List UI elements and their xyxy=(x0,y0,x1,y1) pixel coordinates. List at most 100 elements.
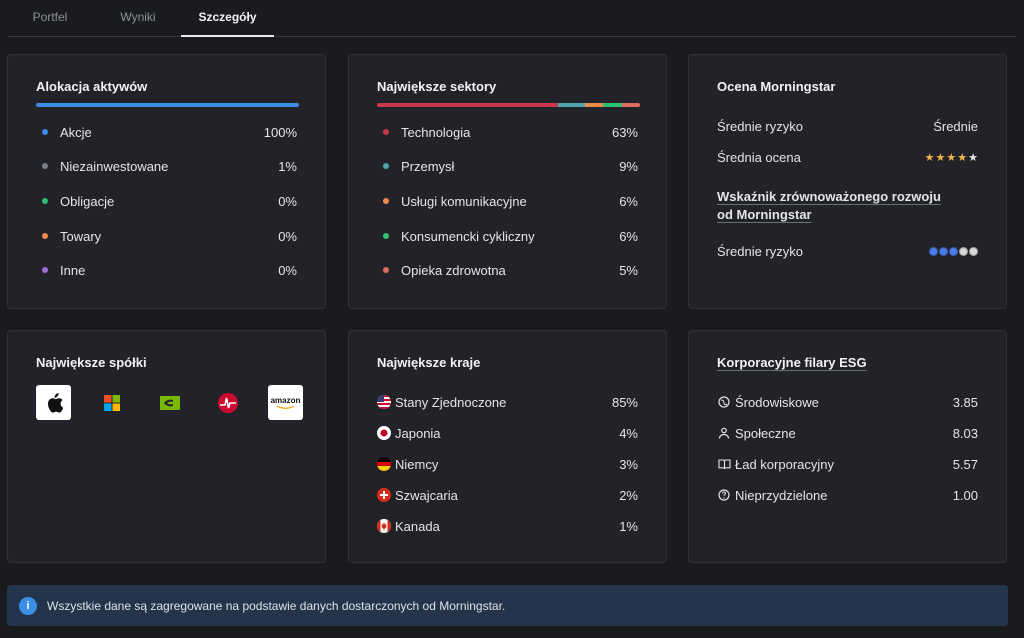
sustainability-label: Średnie ryzyko xyxy=(717,244,803,259)
allocation-row: Akcje 100% xyxy=(36,122,297,142)
banner-text: Wszystkie dane są zagregowane na podstaw… xyxy=(47,598,506,613)
flag-jp-icon xyxy=(377,426,391,440)
allocation-label: Inne xyxy=(60,262,86,278)
dot-icon xyxy=(42,233,48,239)
companies-card: Największe spółki amazon xyxy=(7,330,326,563)
dot-icon xyxy=(42,163,48,169)
allocation-card: Alokacja aktywów Akcje 100% Niezainwesto… xyxy=(7,54,326,309)
risk-value: Średnie xyxy=(933,119,978,134)
sector-label: Przemysł xyxy=(401,158,455,174)
sector-value: 6% xyxy=(619,193,638,209)
question-icon xyxy=(717,488,731,502)
star-empty-icon: ★ xyxy=(968,152,978,164)
sector-label: Konsumencki cykliczny xyxy=(401,228,535,244)
morningstar-title: Ocena Morningstar xyxy=(717,79,836,94)
sustainability-row: Średnie ryzyko xyxy=(717,244,978,259)
allocation-value: 100% xyxy=(263,124,297,140)
dot-icon xyxy=(383,267,389,273)
sector-value: 9% xyxy=(619,158,638,174)
countries-card: Największe kraje Stany Zjednoczone 85% J… xyxy=(348,330,667,563)
globe-empty-icon xyxy=(969,247,978,256)
star-filled-icon: ★ xyxy=(946,152,957,164)
esg-value: 5.57 xyxy=(952,456,978,472)
countries-title: Największe kraje xyxy=(377,355,481,370)
allocation-label: Obligacje xyxy=(60,193,115,209)
country-label: Stany Zjednoczone xyxy=(395,394,507,410)
esg-row: Ład korporacyjny 5.57 xyxy=(717,454,978,474)
dot-icon xyxy=(383,129,389,135)
country-value: 3% xyxy=(619,456,638,472)
apple-logo[interactable] xyxy=(36,385,71,420)
allocation-bar xyxy=(36,103,299,107)
esg-row: Społeczne 8.03 xyxy=(717,423,978,443)
globe-rating xyxy=(929,247,978,256)
allocation-value: 1% xyxy=(278,158,297,174)
allocation-value: 0% xyxy=(278,228,297,244)
risk-label: Średnie ryzyko xyxy=(717,119,803,134)
dot-icon xyxy=(42,198,48,204)
country-value: 4% xyxy=(619,425,638,441)
allocation-row: Towary 0% xyxy=(36,226,297,246)
allocation-label: Towary xyxy=(60,228,102,244)
leaf-globe-icon xyxy=(717,395,731,409)
amazon-wordmark: amazon xyxy=(270,396,301,405)
info-banner: i Wszystkie dane są zagregowane na podst… xyxy=(7,585,1008,626)
star-rating: ★ ★ ★ ★ ★ xyxy=(925,151,978,164)
sectors-card: Największe sektory Technologia 63% Przem… xyxy=(348,54,667,309)
globe-empty-icon xyxy=(959,247,968,256)
amazon-logo[interactable]: amazon xyxy=(268,385,303,420)
esg-label: Środowiskowe xyxy=(735,394,819,410)
companies-title: Największe spółki xyxy=(36,355,147,370)
sustainability-title[interactable]: Wskaźnik zrównoważonego rozwoju od Morni… xyxy=(717,189,941,222)
country-row: Szwajcaria 2% xyxy=(377,485,638,505)
dot-icon xyxy=(383,198,389,204)
globe-filled-icon xyxy=(929,247,938,256)
dot-icon xyxy=(383,163,389,169)
allocation-value: 0% xyxy=(278,262,297,278)
sector-row: Konsumencki cykliczny 6% xyxy=(377,226,638,246)
flag-ch-icon xyxy=(377,488,391,502)
esg-row: Środowiskowe 3.85 xyxy=(717,392,978,412)
esg-label: Nieprzydzielone xyxy=(735,487,828,503)
esg-value: 3.85 xyxy=(952,394,978,410)
dot-icon xyxy=(42,267,48,273)
microsoft-logo[interactable] xyxy=(94,385,129,420)
sector-row: Opieka zdrowotna 5% xyxy=(377,260,638,280)
book-icon xyxy=(717,457,731,471)
star-filled-icon: ★ xyxy=(924,152,935,164)
sector-segment xyxy=(558,103,585,107)
esg-value: 1.00 xyxy=(952,487,978,503)
esg-value: 8.03 xyxy=(952,425,978,441)
star-filled-icon: ★ xyxy=(935,152,946,164)
country-value: 85% xyxy=(611,394,638,410)
dot-icon xyxy=(383,233,389,239)
country-value: 1% xyxy=(619,518,638,534)
sector-row: Usługi komunikacyjne 6% xyxy=(377,191,638,211)
country-row: Niemcy 3% xyxy=(377,454,638,474)
tab-bar: Portfel Wyniki Szczegóły xyxy=(8,0,1016,37)
sector-value: 63% xyxy=(611,124,638,140)
tab-wyniki[interactable]: Wyniki xyxy=(120,10,156,24)
tab-szczegoly[interactable]: Szczegóły xyxy=(181,10,274,37)
flag-ca-icon xyxy=(377,519,391,533)
rating-row: Średnia ocena ★ ★ ★ ★ ★ xyxy=(717,150,978,165)
esg-title[interactable]: Korporacyjne filary ESG xyxy=(717,355,867,370)
esg-row: Nieprzydzielone 1.00 xyxy=(717,485,978,505)
person-icon xyxy=(717,426,731,440)
sector-label: Technologia xyxy=(401,124,471,140)
tab-portfel[interactable]: Portfel xyxy=(32,10,68,24)
country-label: Japonia xyxy=(395,425,441,441)
sector-row: Przemysł 9% xyxy=(377,156,638,176)
dot-icon xyxy=(42,129,48,135)
allocation-label: Niezainwestowane xyxy=(60,158,169,174)
allocation-value: 0% xyxy=(278,193,297,209)
sector-label: Opieka zdrowotna xyxy=(401,262,506,278)
rating-label: Średnia ocena xyxy=(717,150,801,165)
sector-value: 6% xyxy=(619,228,638,244)
nvidia-logo[interactable] xyxy=(152,385,187,420)
sector-segment xyxy=(377,103,559,107)
esg-label: Ład korporacyjny xyxy=(735,456,834,472)
broadcom-logo[interactable] xyxy=(210,385,245,420)
globe-filled-icon xyxy=(939,247,948,256)
sector-row: Technologia 63% xyxy=(377,122,638,142)
